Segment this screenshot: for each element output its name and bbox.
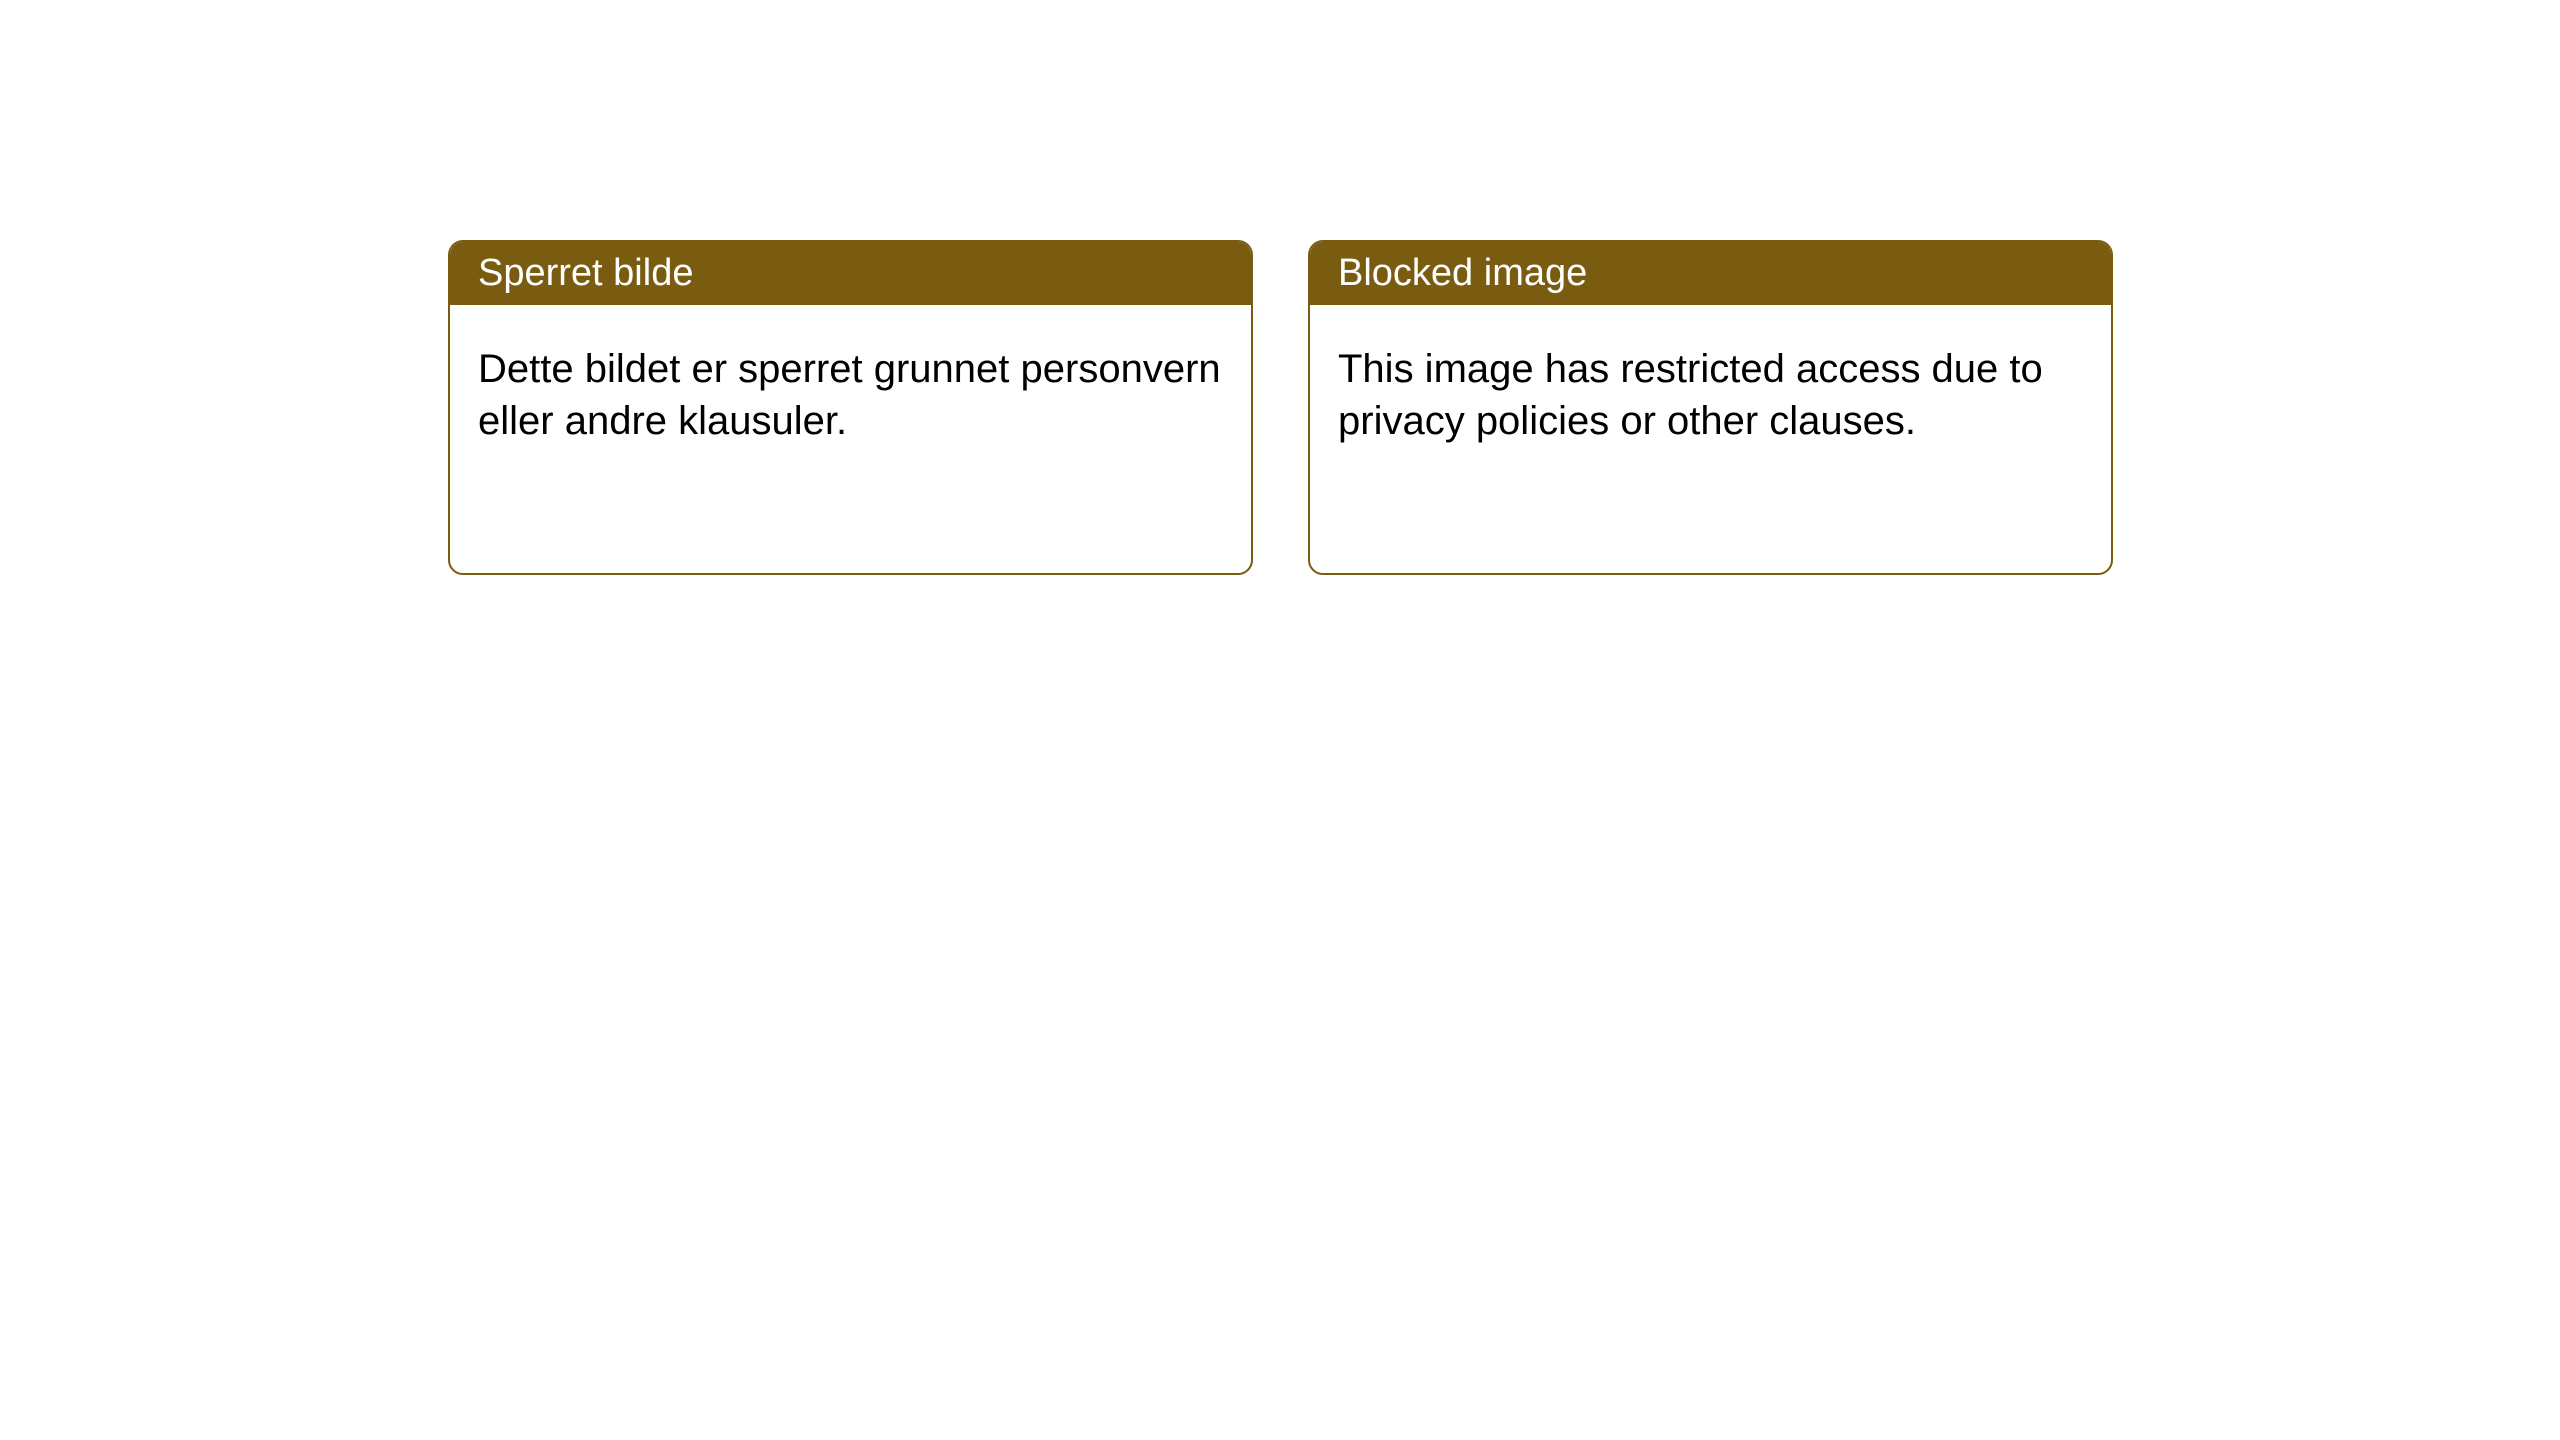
notice-card-text: This image has restricted access due to … [1310, 305, 2111, 485]
notice-card-title: Blocked image [1310, 242, 2111, 305]
notice-cards-container: Sperret bilde Dette bildet er sperret gr… [0, 0, 2560, 575]
notice-card-english: Blocked image This image has restricted … [1308, 240, 2113, 575]
notice-card-title: Sperret bilde [450, 242, 1251, 305]
notice-card-norwegian: Sperret bilde Dette bildet er sperret gr… [448, 240, 1253, 575]
notice-card-text: Dette bildet er sperret grunnet personve… [450, 305, 1251, 485]
